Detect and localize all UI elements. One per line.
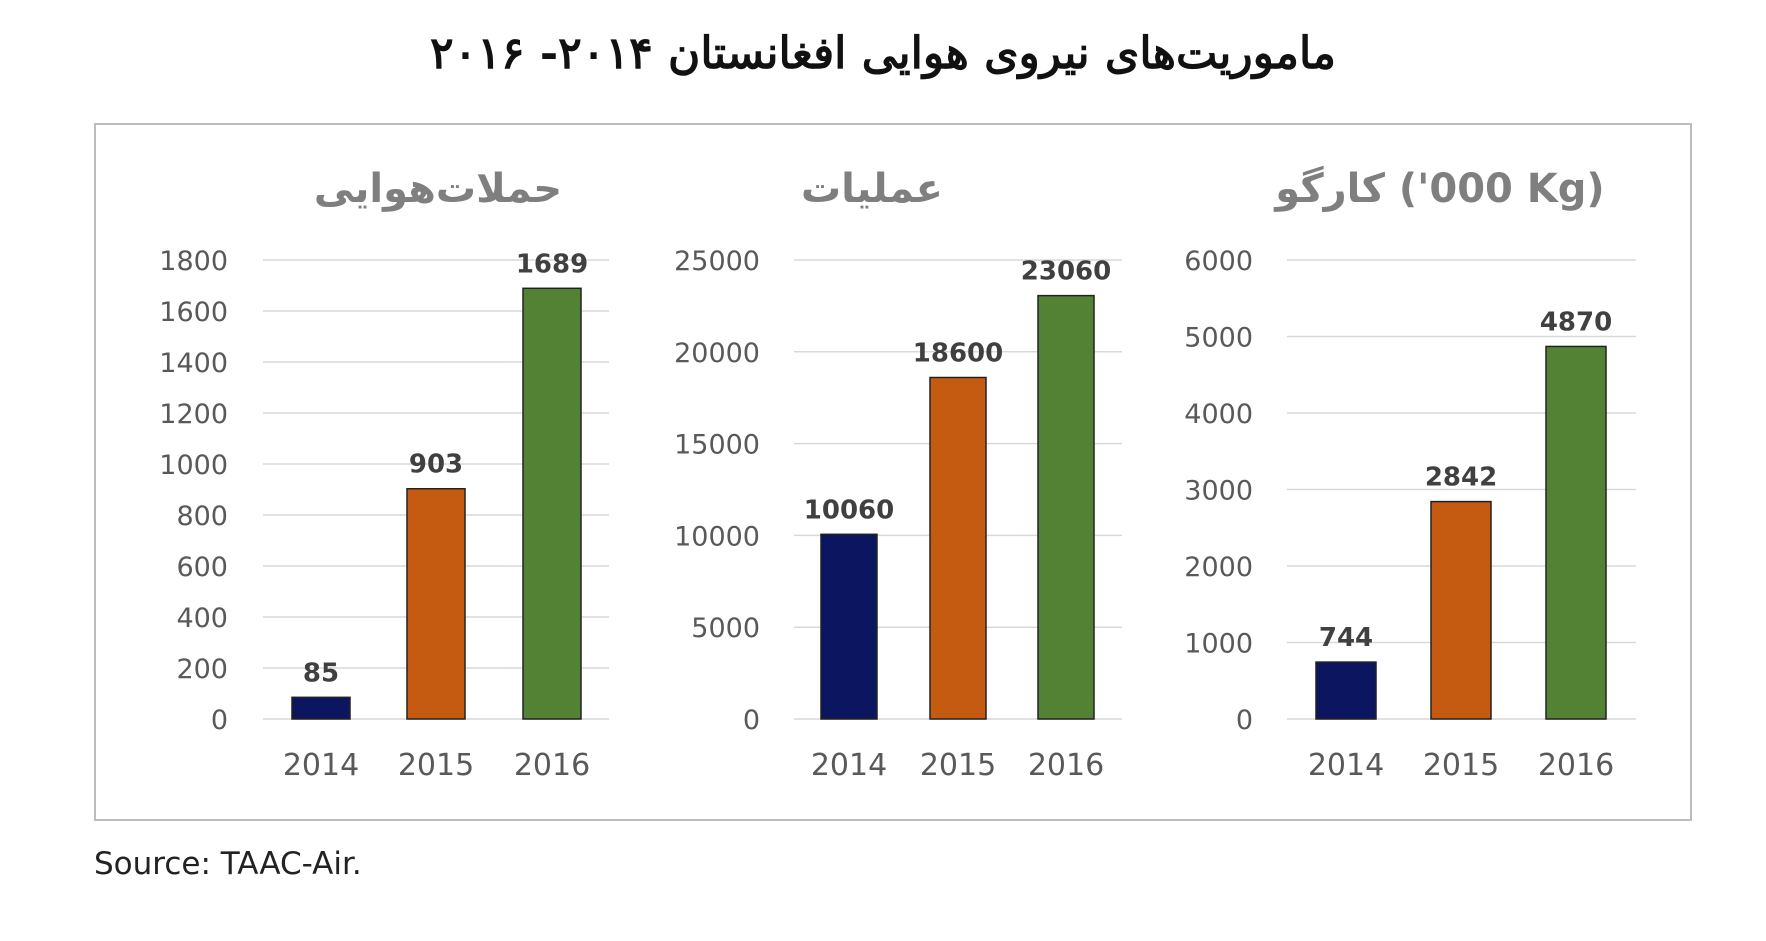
data-label: 10060 bbox=[804, 495, 894, 525]
y-tick-label: 0 bbox=[1236, 705, 1253, 736]
y-tick-label: 600 bbox=[176, 552, 228, 583]
source-note: Source: TAAC-Air. bbox=[94, 846, 362, 882]
x-tick-label: 2014 bbox=[283, 748, 359, 783]
data-label: 18600 bbox=[913, 339, 1003, 369]
bar-2016 bbox=[1037, 294, 1095, 720]
bar-2016 bbox=[1545, 345, 1607, 720]
bar-2015 bbox=[1430, 500, 1492, 720]
bar-2016 bbox=[522, 287, 582, 720]
bar-2014 bbox=[820, 533, 878, 720]
y-tick-label: 1400 bbox=[159, 348, 228, 379]
y-tick-label: 200 bbox=[176, 654, 228, 685]
x-tick-label: 2014 bbox=[811, 748, 887, 783]
chart-frame bbox=[94, 123, 1692, 821]
y-tick-label: 5000 bbox=[691, 613, 760, 644]
y-tick-label: 0 bbox=[743, 705, 760, 736]
x-tick-label: 2016 bbox=[1028, 748, 1104, 783]
x-tick-label: 2014 bbox=[1308, 748, 1384, 783]
data-label: 1689 bbox=[516, 249, 588, 279]
bar-2015 bbox=[929, 376, 987, 720]
data-label: 4870 bbox=[1540, 307, 1612, 337]
y-tick-label: 3000 bbox=[1184, 476, 1253, 507]
page-title: ماموریت‌های نیروی هوایی افغانستان ۲۰۱۴- … bbox=[430, 28, 1336, 79]
y-tick-label: 15000 bbox=[674, 430, 760, 461]
bar-2014 bbox=[1315, 661, 1377, 720]
panel-title-1: حملات‌هوایی bbox=[314, 166, 562, 212]
data-label: 2842 bbox=[1425, 463, 1497, 493]
y-tick-label: 20000 bbox=[674, 338, 760, 369]
x-tick-label: 2016 bbox=[514, 748, 590, 783]
y-tick-label: 400 bbox=[176, 603, 228, 634]
y-tick-label: 6000 bbox=[1184, 246, 1253, 277]
y-tick-label: 1600 bbox=[159, 297, 228, 328]
x-tick-label: 2016 bbox=[1538, 748, 1614, 783]
y-tick-label: 25000 bbox=[674, 246, 760, 277]
panel-title-2: عملیات bbox=[801, 166, 943, 212]
y-tick-label: 0 bbox=[211, 705, 228, 736]
y-tick-label: 1800 bbox=[159, 246, 228, 277]
bar-2014 bbox=[291, 696, 351, 720]
panel-title-3: کارگو ('000 Kg) bbox=[1273, 165, 1604, 212]
y-tick-label: 2000 bbox=[1184, 552, 1253, 583]
y-tick-label: 800 bbox=[176, 501, 228, 532]
x-tick-label: 2015 bbox=[398, 748, 474, 783]
x-tick-label: 2015 bbox=[920, 748, 996, 783]
y-tick-label: 1000 bbox=[1184, 629, 1253, 660]
data-label: 744 bbox=[1319, 623, 1373, 653]
data-label: 903 bbox=[409, 450, 463, 480]
y-tick-label: 4000 bbox=[1184, 399, 1253, 430]
x-tick-label: 2015 bbox=[1423, 748, 1499, 783]
y-tick-label: 5000 bbox=[1184, 323, 1253, 354]
y-tick-label: 1000 bbox=[159, 450, 228, 481]
y-tick-label: 1200 bbox=[159, 399, 228, 430]
bar-2015 bbox=[406, 487, 466, 720]
y-tick-label: 10000 bbox=[674, 521, 760, 552]
data-label: 85 bbox=[303, 658, 339, 688]
data-label: 23060 bbox=[1021, 257, 1111, 287]
